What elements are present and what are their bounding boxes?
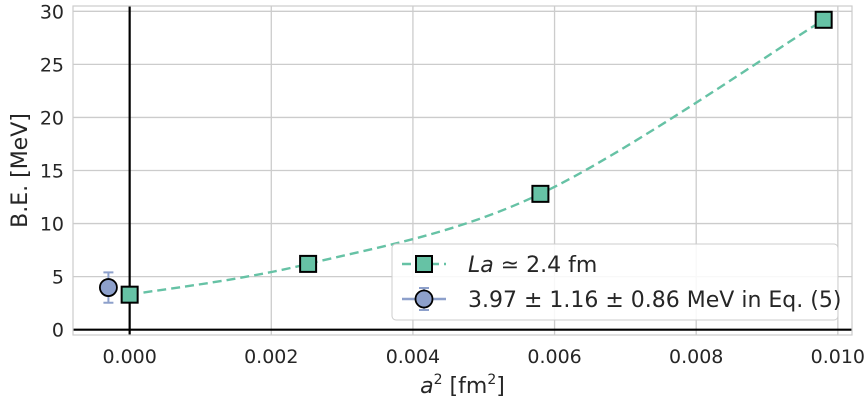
y-tick-label: 5 <box>52 267 64 289</box>
x-tick-label: 0.008 <box>669 346 723 368</box>
legend-label-la-rest: ≃ 2.4 fm <box>494 253 598 278</box>
x-tick-label: 0.002 <box>244 346 298 368</box>
legend-square-marker <box>415 255 433 273</box>
legend-circle-marker <box>414 289 434 309</box>
y-axis-label: B.E. [MeV] <box>8 113 33 228</box>
legend-label-eq5: 3.97 ± 1.16 ± 0.86 MeV in Eq. (5) <box>468 288 841 313</box>
data-point-square <box>299 254 318 273</box>
x-axis-label-unit-open: [fm <box>443 374 488 399</box>
y-tick-label: 20 <box>40 107 64 129</box>
x-tick-label: 0.006 <box>527 346 581 368</box>
x-axis-label-base: a <box>420 374 433 399</box>
x-tick-labels: 0.000 0.002 0.004 0.006 0.008 0.010 <box>102 346 865 368</box>
legend-entry-la: La ≃ 2.4 fm <box>402 253 597 278</box>
plot-frame <box>72 5 853 336</box>
x-axis-label-sup: 2 <box>434 372 443 388</box>
series-la-line <box>129 18 825 296</box>
y-tick-label: 10 <box>40 214 64 236</box>
data-point-circle <box>99 278 118 297</box>
legend: La ≃ 2.4 fm 3.97 ± 1.16 ± 0.86 MeV in Eq… <box>391 243 841 321</box>
reference-lines <box>73 6 852 335</box>
markers <box>99 10 833 304</box>
data-point-square <box>814 10 833 29</box>
y-tick-label: 0 <box>52 320 64 342</box>
legend-box <box>391 243 839 321</box>
y-tick-label: 25 <box>40 54 64 76</box>
legend-label-la: La ≃ 2.4 fm <box>468 253 597 278</box>
data-point-square <box>120 285 139 304</box>
x-tick-label: 0.004 <box>386 346 440 368</box>
y-tick-labels: 0 5 10 15 20 25 30 <box>40 1 64 341</box>
y-tick-label: 15 <box>40 161 64 183</box>
y-tick-label: 30 <box>40 1 64 23</box>
data-point-square <box>531 184 550 203</box>
legend-label-la-italic: La <box>468 253 494 278</box>
x-axis-label-unit-sup: 2 <box>487 372 496 388</box>
legend-entry-eq5: 3.97 ± 1.16 ± 0.86 MeV in Eq. (5) <box>402 287 841 313</box>
x-tick-label: 0.000 <box>102 346 156 368</box>
x-axis-label: a2 [fm2] <box>420 372 505 399</box>
series-lines <box>129 18 825 296</box>
x-tick-label: 0.010 <box>811 346 865 368</box>
x-axis-label-unit-close: ] <box>496 374 505 399</box>
